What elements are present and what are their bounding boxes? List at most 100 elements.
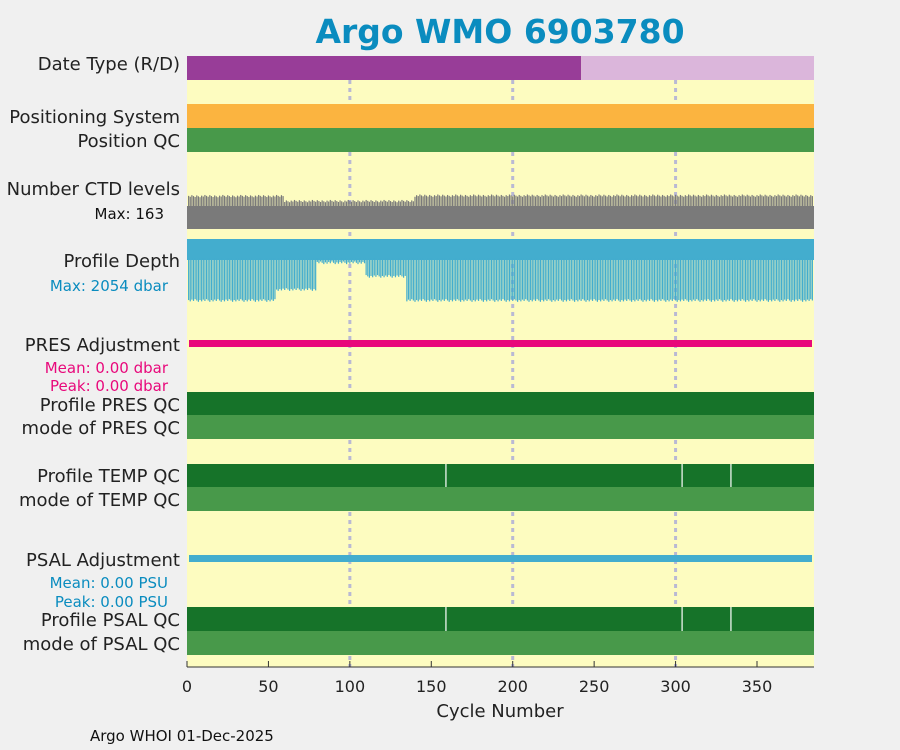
depth-bar-366 bbox=[782, 258, 784, 302]
depth-bar-178 bbox=[476, 258, 478, 300]
depth-bar-350 bbox=[756, 258, 758, 302]
plot-background bbox=[187, 56, 814, 667]
depth-bar-67 bbox=[295, 258, 297, 290]
depth-bar-323 bbox=[712, 258, 714, 301]
depth-bar-103 bbox=[354, 258, 356, 262]
depth-bar-217 bbox=[539, 258, 541, 302]
depth-bar-60 bbox=[284, 258, 286, 290]
depth-bar-280 bbox=[642, 258, 644, 302]
depth-bar-378 bbox=[802, 258, 804, 302]
depth-bar-53 bbox=[272, 258, 274, 301]
depth-bar-118 bbox=[378, 258, 380, 277]
depth-bar-349 bbox=[754, 258, 756, 301]
depth-bar-150 bbox=[430, 258, 432, 300]
depth-bar-152 bbox=[433, 258, 436, 300]
depth-bar-342 bbox=[743, 258, 745, 301]
depth-bar-89 bbox=[331, 258, 333, 262]
depth-bar-39 bbox=[249, 258, 252, 301]
x-tick-label-350: 350 bbox=[742, 677, 773, 696]
depth-bar-28 bbox=[232, 258, 234, 302]
depth-bar-326 bbox=[717, 258, 719, 301]
depth-bar-111 bbox=[367, 258, 369, 277]
depth-bar-168 bbox=[460, 258, 462, 302]
x-axis-label: Cycle Number bbox=[436, 701, 564, 722]
depth-bar-117 bbox=[376, 258, 379, 276]
depth-bar-331 bbox=[725, 258, 727, 302]
depth-bar-144 bbox=[420, 258, 423, 301]
depth-bar-120 bbox=[381, 258, 384, 276]
depth-bar-255 bbox=[601, 258, 603, 300]
depth-bar-160 bbox=[446, 258, 449, 301]
depth-bar-338 bbox=[736, 258, 739, 302]
depth-bar-24 bbox=[225, 258, 227, 300]
label-ctd-levels: Number CTD levels bbox=[7, 179, 180, 200]
depth-bar-210 bbox=[528, 258, 530, 302]
depth-bar-285 bbox=[650, 258, 652, 300]
psal-adjustment-line bbox=[189, 555, 812, 562]
depth-bar-174 bbox=[469, 258, 471, 301]
depth-bar-32 bbox=[238, 258, 240, 301]
depth-bar-108 bbox=[362, 258, 364, 262]
depth-bar-225 bbox=[552, 258, 555, 301]
depth-bar-250 bbox=[593, 258, 595, 300]
depth-bar-42 bbox=[254, 258, 256, 302]
depth-bar-322 bbox=[710, 258, 712, 302]
depth-bar-327 bbox=[718, 258, 721, 300]
depth-bar-44 bbox=[258, 258, 260, 302]
depth-bar-162 bbox=[450, 258, 452, 301]
depth-bar-133 bbox=[403, 258, 405, 278]
depth-bar-49 bbox=[266, 258, 268, 302]
depth-bar-214 bbox=[534, 258, 537, 301]
depth-bar-136 bbox=[407, 258, 410, 300]
psal-qc-marks bbox=[445, 607, 732, 631]
ctd-levels-band bbox=[187, 206, 814, 229]
depth-bar-80 bbox=[316, 258, 318, 262]
depth-bar-170 bbox=[463, 258, 465, 302]
depth-bar-294 bbox=[665, 258, 667, 302]
depth-bar-34 bbox=[241, 258, 243, 301]
depth-bar-346 bbox=[749, 258, 752, 300]
depth-bar-23 bbox=[223, 258, 226, 302]
label-mode-temp-qc: mode of TEMP QC bbox=[19, 490, 180, 511]
depth-bar-195 bbox=[503, 258, 506, 301]
depth-bar-143 bbox=[419, 258, 421, 300]
depth-bar-356 bbox=[766, 258, 768, 301]
depth-bar-129 bbox=[396, 258, 398, 276]
vertical-gridlines bbox=[348, 56, 678, 667]
depth-bar-104 bbox=[355, 258, 357, 263]
depth-bar-212 bbox=[531, 258, 533, 302]
depth-bar-161 bbox=[448, 258, 450, 302]
depth-bar-134 bbox=[404, 258, 406, 276]
depth-bar-85 bbox=[324, 258, 327, 263]
depth-bar-140 bbox=[414, 258, 416, 302]
x-tick-label-50: 50 bbox=[258, 677, 278, 696]
depth-bar-237 bbox=[572, 258, 574, 301]
depth-bar-51 bbox=[269, 258, 271, 302]
depth-bar-99 bbox=[347, 258, 349, 263]
depth-bar-271 bbox=[627, 258, 629, 300]
depth-bar-234 bbox=[567, 258, 569, 300]
depth-bar-352 bbox=[759, 258, 761, 302]
depth-bar-184 bbox=[486, 258, 488, 302]
depth-bar-110 bbox=[365, 258, 367, 276]
label-profile-psal-qc: Profile PSAL QC bbox=[41, 610, 180, 631]
depth-bar-235 bbox=[569, 258, 571, 301]
depth-bar-96 bbox=[342, 258, 344, 262]
depth-bar-256 bbox=[603, 258, 605, 301]
depth-bar-20 bbox=[218, 258, 221, 301]
depth-bar-270 bbox=[626, 258, 628, 301]
depth-bar-186 bbox=[489, 258, 491, 301]
depth-bar-207 bbox=[523, 258, 525, 301]
depth-bar-380 bbox=[805, 258, 807, 302]
depth-bar-213 bbox=[533, 258, 535, 300]
label-profile-pres-qc: Profile PRES QC bbox=[40, 395, 180, 416]
label-depth-max: Max: 2054 dbar bbox=[50, 277, 169, 295]
mode-pres-qc-bar bbox=[187, 415, 814, 439]
depth-bar-27 bbox=[230, 258, 232, 301]
depth-bar-33 bbox=[240, 258, 242, 300]
depth-bar-239 bbox=[575, 258, 577, 301]
date-type-realtime-bar bbox=[581, 56, 814, 80]
depth-bar-246 bbox=[587, 258, 589, 301]
depth-bar-268 bbox=[622, 258, 625, 302]
depth-bar-274 bbox=[632, 258, 634, 301]
